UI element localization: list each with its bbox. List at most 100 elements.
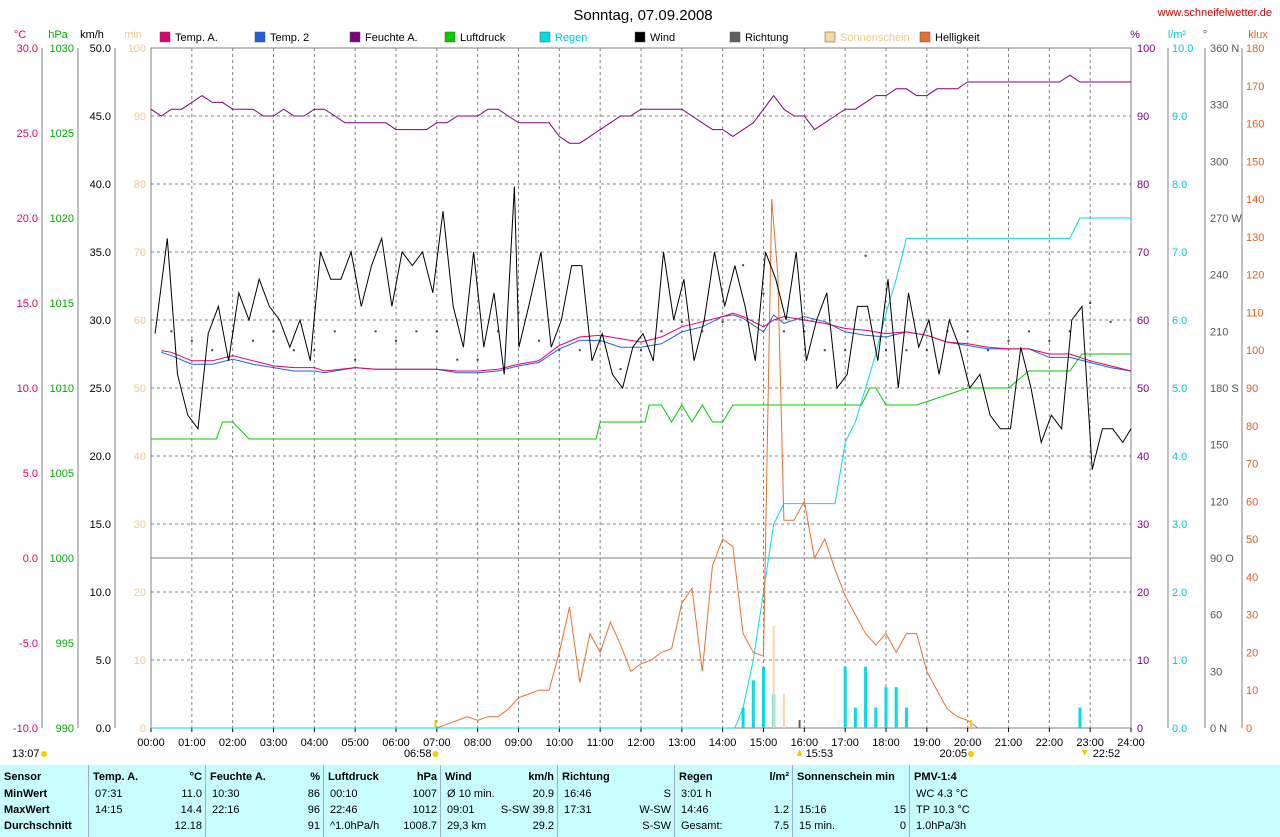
axis-tick-label: 60	[1210, 610, 1222, 622]
axis-tick-label: 1010	[50, 383, 74, 395]
rain-bar	[1078, 707, 1082, 728]
direction-dot	[1027, 330, 1030, 333]
stats-row: 29,3 km 29.2	[445, 818, 554, 834]
direction-dot	[1048, 339, 1051, 342]
direction-dot	[456, 358, 459, 361]
axis-tick-label: 990	[56, 723, 74, 735]
stats-cell-value: S	[663, 788, 671, 800]
axis-tick-label: 270 W	[1210, 213, 1242, 225]
legend-swatch	[444, 31, 456, 43]
direction-dot	[190, 339, 193, 342]
axis-tick-label: 120	[1210, 496, 1228, 508]
axis-unit-label: hPa	[48, 29, 68, 41]
axis-tick-label: 210	[1210, 326, 1228, 338]
axis-tick-label: 35.0	[90, 247, 111, 259]
moon-icon	[1081, 750, 1088, 756]
direction-dot	[966, 330, 969, 333]
stats-cell-label: Gesamt:	[681, 820, 723, 832]
source-link[interactable]: www.schneifelwetter.de	[1157, 7, 1272, 19]
axis-tick-label: 90	[134, 111, 146, 123]
x-tick-label: 20:00	[954, 737, 982, 749]
x-tick-label: 02:00	[219, 737, 247, 749]
stats-header-label: PMV-1:4	[914, 771, 957, 783]
stats-header: Richtung	[562, 769, 671, 785]
stats-row: 15:16 15	[797, 802, 906, 818]
axis-tick-label: 120	[1246, 270, 1264, 282]
stats-header-unit: km/h	[528, 771, 554, 783]
x-tick-label: 09:00	[505, 737, 533, 749]
legend-label: Regen	[555, 32, 587, 44]
axis-tick-label: 90 O	[1210, 553, 1234, 565]
stats-header-unit: hPa	[416, 771, 437, 783]
sunshine-bar	[782, 694, 785, 728]
stats-header-unit: %	[310, 771, 320, 783]
axis-tick-label: 3.0	[1172, 519, 1187, 531]
axis-tick-label: 7.0	[1172, 247, 1187, 259]
axis-tick-label: 1025	[50, 128, 74, 140]
axis-tick-label: 20	[1137, 587, 1149, 599]
axis-tick-label: 30.0	[90, 315, 111, 327]
direction-dot	[782, 330, 785, 333]
stats-header: PMV-1:4	[914, 769, 1277, 785]
direction-dot	[680, 320, 683, 323]
legend-swatch	[349, 31, 361, 43]
stats-header-label: Luftdruck	[328, 771, 379, 783]
series-line	[151, 353, 1131, 440]
axis-tick-label: 20	[134, 587, 146, 599]
stats-column: Luftdruck hPa 00:10 1007 22:46 1012 ^1.0hPa/h 1…	[323, 765, 441, 837]
axes: 30.025.020.015.010.05.00.0-5.0-10.010301…	[13, 43, 1264, 735]
axis-tick-label: 0.0	[96, 723, 111, 735]
legend-label: Temp. A.	[175, 32, 218, 44]
legend-label: Temp. 2	[270, 32, 309, 44]
max-lux-label: 15:53	[806, 748, 834, 760]
x-tick-label: 24:00	[1117, 737, 1145, 749]
axis-unit-label: min	[124, 29, 142, 41]
direction-dot	[517, 311, 520, 314]
stats-cell-label: 00:10	[330, 788, 358, 800]
axis-tick-label: 360 N	[1210, 43, 1239, 55]
axis-tick-label: 15.0	[90, 519, 111, 531]
stats-cell-value: 29.2	[532, 820, 554, 832]
direction-dot	[537, 339, 540, 342]
axis-tick-label: 60	[134, 315, 146, 327]
sunrise-icon	[432, 751, 439, 757]
x-tick-label: 08:00	[464, 737, 492, 749]
direction-dot	[640, 349, 642, 352]
stats-row: 16:46 S	[562, 786, 671, 802]
stats-column: Temp. A. °C 07:31 11.0 14:15 14.4 12.18	[88, 765, 206, 837]
direction-dot	[885, 349, 887, 352]
axis-tick-label: 80	[134, 179, 146, 191]
direction-dot	[803, 330, 806, 333]
direction-dot	[252, 339, 255, 342]
stats-row: 3:01 h	[679, 786, 789, 802]
direction-dot	[292, 349, 295, 352]
stats-column: Wind km/h Ø 10 min. 20.9 09:01 S-SW 39.8 29,3 …	[440, 765, 558, 837]
stats-cell-label: 15 min.	[799, 820, 836, 832]
rain-bar	[864, 666, 868, 728]
direction-dot	[313, 349, 316, 352]
direction-dot	[1007, 339, 1010, 342]
direction-dot	[497, 330, 500, 333]
culmination-label: 13:07	[12, 748, 40, 760]
legend-swatch	[919, 31, 931, 43]
axis-tick-label: 1005	[50, 468, 74, 480]
stats-cell-label: TP 10.3 °C	[916, 804, 970, 816]
stats-row: S-SW	[562, 818, 671, 834]
legend-label: Wind	[650, 32, 675, 44]
axis-tick-label: 25.0	[17, 128, 38, 140]
axis-tick-label: 80	[1246, 421, 1258, 433]
stats-header-unit: °C	[189, 771, 202, 783]
axis-unit-label: klux	[1248, 29, 1268, 41]
axis-tick-label: 60	[1246, 496, 1258, 508]
axis-tick-label: 30	[1137, 519, 1149, 531]
stats-cell-label: ^1.0hPa/h	[330, 820, 380, 832]
rain-bar	[751, 680, 755, 728]
x-tick-label: 05:00	[341, 737, 369, 749]
axis-tick-label: 995	[56, 638, 74, 650]
stats-cell-value: 91	[307, 820, 320, 832]
x-tick-label: 21:00	[995, 737, 1023, 749]
axis-tick-label: 40	[134, 451, 146, 463]
axis-tick-label: 8.0	[1172, 179, 1187, 191]
axis-tick-label: 1015	[50, 298, 74, 310]
stats-header: Sonnenschein min	[797, 769, 906, 785]
